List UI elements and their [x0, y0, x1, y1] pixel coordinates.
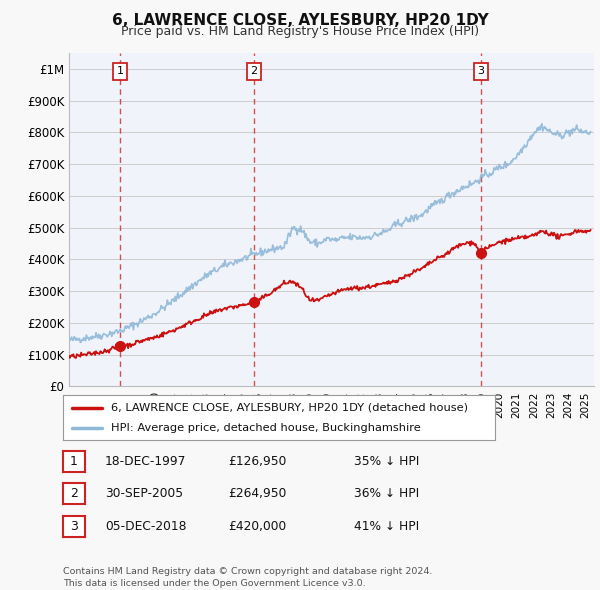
Text: Contains HM Land Registry data © Crown copyright and database right 2024.
This d: Contains HM Land Registry data © Crown c… — [63, 567, 433, 588]
Text: 6, LAWRENCE CLOSE, AYLESBURY, HP20 1DY (detached house): 6, LAWRENCE CLOSE, AYLESBURY, HP20 1DY (… — [110, 403, 467, 412]
Text: 3: 3 — [70, 520, 78, 533]
Text: 41% ↓ HPI: 41% ↓ HPI — [354, 520, 419, 533]
Text: 35% ↓ HPI: 35% ↓ HPI — [354, 455, 419, 468]
Text: £264,950: £264,950 — [228, 487, 286, 500]
Text: HPI: Average price, detached house, Buckinghamshire: HPI: Average price, detached house, Buck… — [110, 424, 420, 434]
Text: 36% ↓ HPI: 36% ↓ HPI — [354, 487, 419, 500]
Text: 18-DEC-1997: 18-DEC-1997 — [105, 455, 187, 468]
Text: 2: 2 — [250, 67, 257, 77]
Text: £420,000: £420,000 — [228, 520, 286, 533]
Text: 1: 1 — [70, 455, 78, 468]
Text: £126,950: £126,950 — [228, 455, 286, 468]
Text: 05-DEC-2018: 05-DEC-2018 — [105, 520, 187, 533]
Text: 6, LAWRENCE CLOSE, AYLESBURY, HP20 1DY: 6, LAWRENCE CLOSE, AYLESBURY, HP20 1DY — [112, 13, 488, 28]
Text: 3: 3 — [477, 67, 484, 77]
Text: 30-SEP-2005: 30-SEP-2005 — [105, 487, 183, 500]
Text: 1: 1 — [116, 67, 124, 77]
Text: Price paid vs. HM Land Registry's House Price Index (HPI): Price paid vs. HM Land Registry's House … — [121, 25, 479, 38]
Text: 2: 2 — [70, 487, 78, 500]
